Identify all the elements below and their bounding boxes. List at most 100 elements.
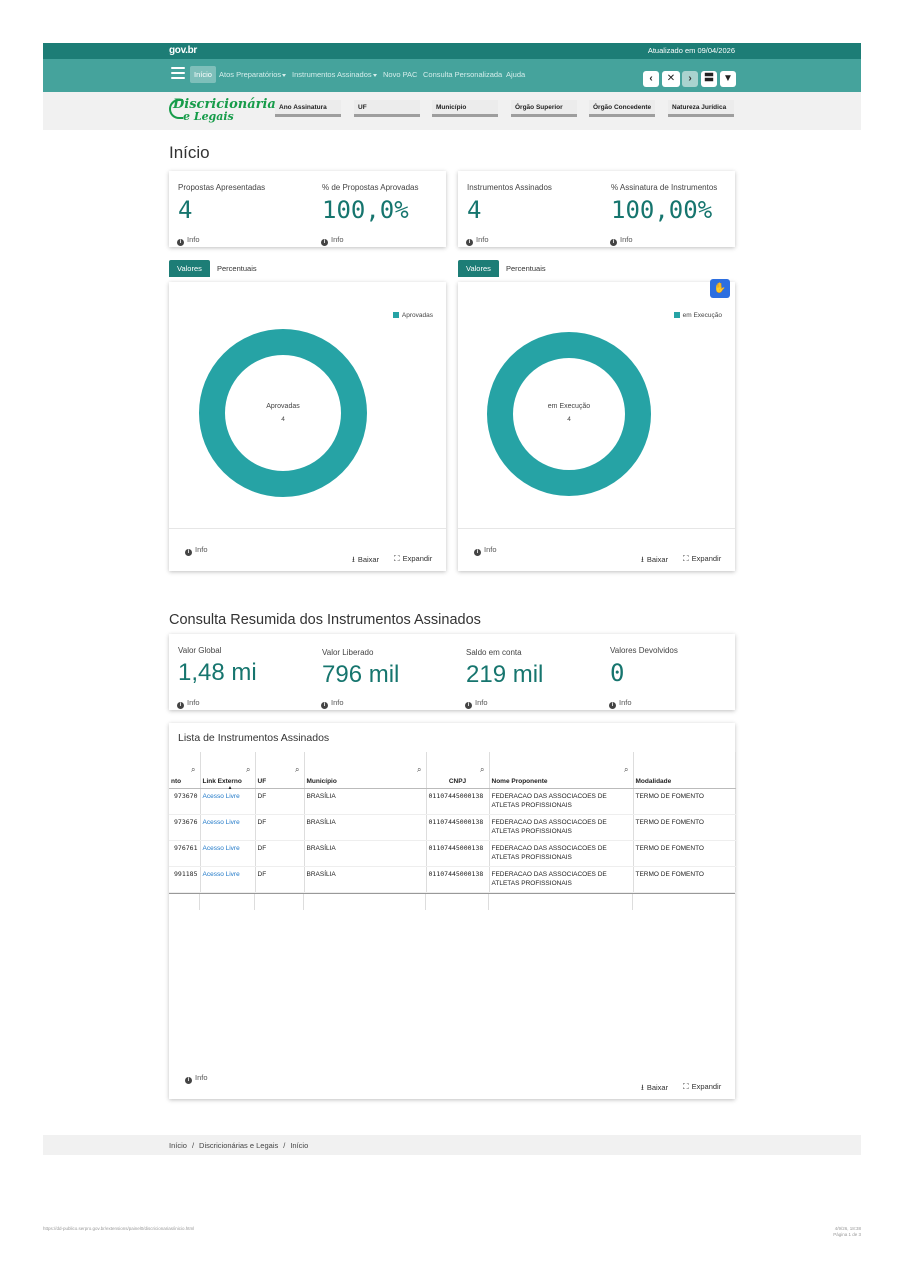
- search-icon[interactable]: ⌕: [295, 765, 300, 774]
- cell-nome-proponente[interactable]: FEDERACAO DAS ASSOCIACOES DE ATLETAS PRO…: [489, 866, 634, 893]
- col-header-instrumento[interactable]: ⌕ nto: [169, 752, 201, 789]
- filter-uf[interactable]: UF: [354, 100, 420, 117]
- print-page-number: Página 1 de 3: [833, 1231, 861, 1237]
- cell-instrumento[interactable]: 991185: [169, 866, 201, 893]
- nav-item-atos-preparatorios[interactable]: Atos Preparatórios: [219, 70, 287, 79]
- cell-municipio[interactable]: BRASÍLIA: [304, 840, 427, 867]
- cell-link-externo[interactable]: Acesso Livre: [200, 840, 256, 867]
- expand-button[interactable]: ⛶ Expandir: [683, 1082, 721, 1092]
- filter-natureza-juridica[interactable]: Natureza Jurídica: [668, 100, 734, 117]
- search-icon[interactable]: ⌕: [191, 765, 196, 774]
- header-label: nto: [171, 777, 182, 785]
- col-header-nome-proponente[interactable]: ⌕ Nome Proponente: [489, 752, 634, 789]
- nav-item-novo-pac[interactable]: Novo PAC: [383, 70, 418, 79]
- tab-percentuais-left[interactable]: Percentuais: [217, 264, 257, 273]
- info-link[interactable]: i Info: [610, 235, 633, 246]
- table-row[interactable]: 973676 Acesso Livre DF BRASÍLIA 01107445…: [169, 814, 736, 841]
- cell-instrumento[interactable]: 973670: [169, 788, 201, 815]
- donut-slice-em-execucao[interactable]: [487, 332, 651, 496]
- filter-municipio[interactable]: Município: [432, 100, 498, 117]
- brand-swirl-icon: [169, 99, 183, 119]
- chart-legend[interactable]: Aprovadas: [392, 312, 433, 319]
- cell-instrumento[interactable]: 973676: [169, 814, 201, 841]
- cell-uf[interactable]: DF: [255, 788, 305, 815]
- col-header-cnpj[interactable]: ⌕ CNPJ: [426, 752, 490, 789]
- print-footer-url: https://dd-publico.serpro.gov.br/extensi…: [43, 1226, 195, 1231]
- cell-municipio[interactable]: BRASÍLIA: [304, 866, 427, 893]
- cell-instrumento[interactable]: 976761: [169, 840, 201, 867]
- tab-valores-right[interactable]: Valores: [458, 260, 499, 277]
- download-button[interactable]: ⭳ Baixar: [352, 554, 379, 568]
- selections-icon[interactable]: 〓: [701, 71, 717, 87]
- info-link[interactable]: i Info: [465, 698, 488, 709]
- expand-button[interactable]: ⛶ Expandir: [683, 554, 721, 564]
- info-link[interactable]: i Info: [177, 698, 200, 709]
- nav-item-inicio[interactable]: Início: [190, 66, 216, 83]
- table-row[interactable]: 973670 Acesso Livre DF BRASÍLIA 01107445…: [169, 788, 736, 815]
- info-link[interactable]: i Info: [466, 235, 489, 246]
- cell-modalidade[interactable]: TERMO DE FOMENTO: [633, 788, 736, 815]
- cell-nome-proponente[interactable]: FEDERACAO DAS ASSOCIACOES DE ATLETAS PRO…: [489, 788, 634, 815]
- tab-valores-left[interactable]: Valores: [169, 260, 210, 277]
- forward-icon[interactable]: ›: [682, 71, 698, 87]
- nav-item-consulta-personalizada[interactable]: Consulta Personalizada: [423, 70, 503, 79]
- menu-icon[interactable]: [171, 67, 185, 81]
- cell-uf[interactable]: DF: [255, 840, 305, 867]
- cell-municipio[interactable]: BRASÍLIA: [304, 788, 427, 815]
- info-link[interactable]: i Info: [185, 545, 208, 556]
- search-icon[interactable]: ⌕: [624, 765, 629, 774]
- cell-cnpj[interactable]: 01107445000138: [426, 788, 490, 815]
- search-icon[interactable]: ⌕: [417, 765, 422, 774]
- col-divider: [632, 894, 633, 910]
- clear-selections-icon[interactable]: ✕: [662, 71, 680, 87]
- search-icon[interactable]: ⌕: [480, 765, 485, 774]
- cell-cnpj[interactable]: 01107445000138: [426, 866, 490, 893]
- cell-nome-proponente[interactable]: FEDERACAO DAS ASSOCIACOES DE ATLETAS PRO…: [489, 840, 634, 867]
- nav-item-ajuda[interactable]: Ajuda: [506, 70, 526, 79]
- govbr-logo[interactable]: gov.br: [169, 45, 198, 56]
- cell-cnpj[interactable]: 01107445000138: [426, 814, 490, 841]
- cell-link-externo[interactable]: Acesso Livre: [200, 788, 256, 815]
- donut-slice-aprovadas[interactable]: [199, 329, 367, 497]
- info-link[interactable]: i Info: [609, 698, 632, 709]
- info-link[interactable]: i Info: [185, 1073, 208, 1084]
- filter-ano-assinatura[interactable]: Ano Assinatura: [275, 100, 341, 117]
- download-button[interactable]: ⭳ Baixar: [641, 554, 668, 568]
- nav-item-instrumentos-assinados[interactable]: Instrumentos Assinados: [292, 70, 377, 79]
- search-icon[interactable]: ⌕: [246, 765, 251, 774]
- cell-nome-proponente[interactable]: FEDERACAO DAS ASSOCIACOES DE ATLETAS PRO…: [489, 814, 634, 841]
- cell-modalidade[interactable]: TERMO DE FOMENTO: [633, 840, 736, 867]
- filter-orgao-superior[interactable]: Órgão Superior: [511, 100, 577, 117]
- filter-orgao-concedente[interactable]: Órgão Concedente: [589, 100, 655, 117]
- info-link[interactable]: i Info: [321, 235, 344, 246]
- accessibility-vlibras-icon[interactable]: ✋: [710, 279, 730, 298]
- cell-cnpj[interactable]: 01107445000138: [426, 840, 490, 867]
- cell-municipio[interactable]: BRASÍLIA: [304, 814, 427, 841]
- tab-percentuais-right[interactable]: Percentuais: [506, 264, 546, 273]
- info-label: Info: [331, 235, 344, 244]
- cell-uf[interactable]: DF: [255, 814, 305, 841]
- table-row[interactable]: 976761 Acesso Livre DF BRASÍLIA 01107445…: [169, 840, 736, 867]
- cell-link-externo[interactable]: Acesso Livre: [200, 814, 256, 841]
- info-link[interactable]: i Info: [321, 698, 344, 709]
- cell-modalidade[interactable]: TERMO DE FOMENTO: [633, 814, 736, 841]
- chart-legend[interactable]: em Execução: [673, 312, 722, 319]
- cell-modalidade[interactable]: TERMO DE FOMENTO: [633, 866, 736, 893]
- breadcrumb-item[interactable]: Início: [169, 1141, 187, 1150]
- info-link[interactable]: i Info: [474, 545, 497, 556]
- back-icon[interactable]: ‹: [643, 71, 659, 87]
- cell-link-externo[interactable]: Acesso Livre: [200, 866, 256, 893]
- breadcrumb-item[interactable]: Discricionárias e Legais: [199, 1141, 279, 1150]
- download-button[interactable]: ⭳ Baixar: [641, 1082, 668, 1096]
- col-divider: [199, 894, 200, 910]
- table-row[interactable]: 991185 Acesso Livre DF BRASÍLIA 01107445…: [169, 866, 736, 893]
- filter-icon[interactable]: ▼: [720, 71, 736, 87]
- cell-uf[interactable]: DF: [255, 866, 305, 893]
- col-header-uf[interactable]: ⌕ UF: [255, 752, 305, 789]
- col-header-modalidade[interactable]: Modalidade: [633, 752, 736, 789]
- col-header-link-externo[interactable]: ⌕ Link Externo ▲: [200, 752, 256, 791]
- info-link[interactable]: i Info: [177, 235, 200, 246]
- expand-button[interactable]: ⛶ Expandir: [394, 554, 432, 564]
- col-header-municipio[interactable]: ⌕ Município: [304, 752, 427, 789]
- center-value: 4: [567, 416, 571, 423]
